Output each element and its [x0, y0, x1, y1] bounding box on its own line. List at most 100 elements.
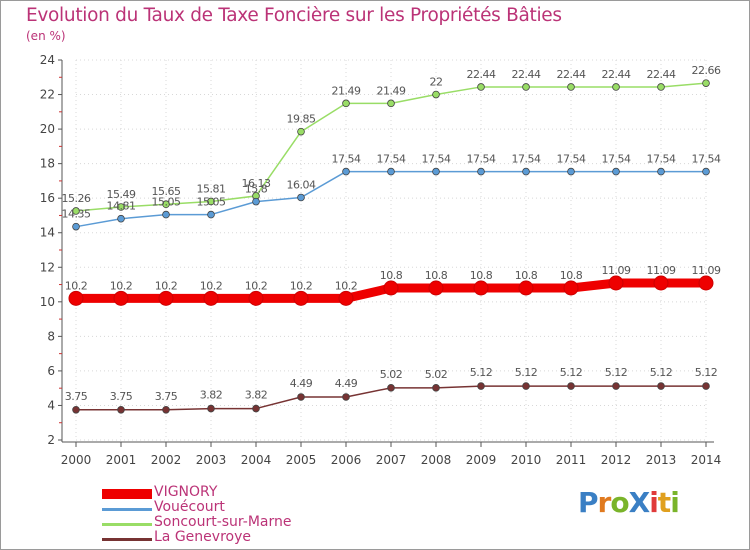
data-point	[387, 99, 395, 108]
data-label: 19.85	[287, 113, 316, 126]
data-point	[657, 382, 665, 390]
data-point	[72, 405, 80, 414]
data-point	[342, 167, 350, 176]
data-point	[518, 280, 534, 296]
legend-item: VIGNORY	[102, 484, 402, 501]
data-point	[252, 197, 260, 206]
data-label: 3.82	[245, 389, 268, 402]
data-point	[698, 275, 714, 291]
data-point	[477, 167, 485, 176]
y-tick-label: 2	[47, 433, 55, 447]
data-label: 5.12	[605, 366, 628, 379]
x-tick-label: 2007	[376, 453, 407, 467]
data-label: 10.2	[245, 279, 268, 292]
data-label: 5.02	[380, 368, 403, 381]
data-label: 22.44	[647, 68, 676, 81]
data-point	[207, 197, 215, 206]
data-point	[72, 222, 80, 231]
data-label: 3.82	[200, 389, 223, 402]
data-label: 17.54	[602, 153, 631, 166]
data-point	[567, 167, 575, 176]
data-label: 17.54	[332, 153, 361, 166]
data-point	[657, 83, 665, 91]
data-label: 10.8	[380, 269, 403, 282]
y-tick-label: 22	[40, 88, 55, 102]
data-label: 17.54	[647, 153, 676, 166]
data-point	[612, 167, 620, 176]
y-tick-label: 4	[47, 398, 55, 412]
data-label: 10.2	[290, 279, 313, 292]
series-soncourt-sur-marne	[72, 79, 710, 215]
x-tick-label: 2000	[61, 453, 92, 467]
x-tick-label: 2004	[241, 453, 272, 467]
data-point	[72, 207, 80, 215]
data-label: 17.54	[422, 153, 451, 166]
data-label: 22.44	[467, 68, 496, 81]
data-point	[117, 405, 125, 414]
x-tick-label: 2012	[601, 453, 632, 467]
logo-letter: o	[610, 486, 629, 519]
data-label: 10.2	[200, 279, 223, 292]
data-label: 15.81	[197, 182, 226, 195]
data-point	[432, 90, 440, 99]
data-point	[338, 290, 354, 306]
data-point	[162, 200, 170, 209]
data-label: 10.8	[470, 269, 493, 282]
y-tick-label: 8	[47, 329, 55, 343]
legend-swatch	[102, 523, 152, 526]
data-label: 3.75	[65, 390, 88, 403]
x-tick-label: 2014	[691, 453, 722, 467]
data-point	[432, 167, 440, 176]
legend-item: Soncourt-sur-Marne	[102, 514, 402, 531]
y-tick-label: 12	[40, 260, 55, 274]
y-tick-label: 20	[40, 122, 55, 136]
data-label: 10.2	[110, 279, 133, 292]
data-point	[428, 280, 444, 296]
data-label: 5.02	[425, 368, 448, 381]
data-label: 11.09	[647, 264, 676, 277]
data-point	[162, 405, 170, 414]
series-vou-court	[72, 167, 710, 231]
data-label: 11.09	[692, 264, 721, 277]
data-label: 10.2	[65, 279, 88, 292]
data-point	[207, 404, 215, 413]
data-label: 15.8	[245, 183, 268, 196]
logo-letter: r	[597, 486, 612, 519]
chart-legend: VIGNORY Vouécourt Soncourt-sur-Marne La Gen…	[102, 484, 402, 546]
data-point	[653, 275, 669, 291]
proxiti-logo: ProXiti	[578, 486, 680, 519]
data-point	[68, 290, 84, 306]
data-label: 22.44	[557, 68, 586, 81]
data-label: 14.81	[107, 200, 136, 213]
legend-item: Vouécourt	[102, 499, 402, 516]
data-point	[387, 167, 395, 176]
data-label: 3.75	[155, 390, 178, 403]
data-point	[522, 83, 530, 91]
data-label: 16.04	[287, 178, 316, 191]
data-label: 10.8	[515, 269, 538, 282]
data-label: 14.35	[62, 208, 91, 221]
data-label: 15.26	[62, 192, 91, 205]
data-point	[567, 83, 575, 91]
legend-swatch	[102, 538, 152, 541]
data-point	[702, 382, 710, 390]
data-label: 5.12	[470, 366, 493, 379]
data-label: 17.54	[512, 153, 541, 166]
data-point	[383, 280, 399, 296]
series-vignory	[68, 275, 714, 306]
y-tick-label: 24	[40, 53, 55, 67]
data-point	[203, 290, 219, 306]
data-label: 4.49	[335, 377, 358, 390]
logo-letter: P	[578, 486, 599, 519]
data-label: 21.49	[332, 84, 361, 97]
data-point	[342, 393, 350, 401]
chart-title: Evolution du Taux de Taxe Foncière sur l…	[26, 5, 562, 26]
data-label: 10.8	[425, 269, 448, 282]
data-point	[297, 393, 305, 401]
y-tick-label: 10	[40, 295, 55, 309]
logo-letter: i	[649, 486, 659, 519]
legend-swatch	[102, 489, 152, 499]
y-tick-label: 14	[40, 226, 55, 240]
data-label: 5.12	[695, 366, 718, 379]
data-point	[252, 404, 260, 413]
